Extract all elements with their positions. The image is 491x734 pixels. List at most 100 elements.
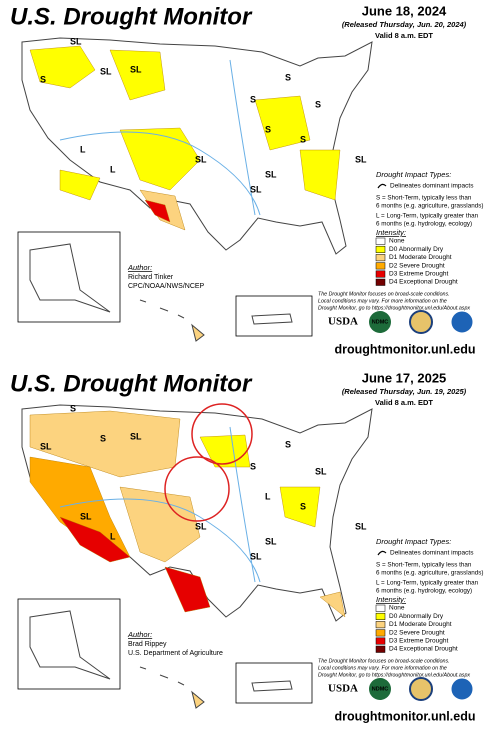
alaska — [29, 610, 111, 680]
impact-label: L — [265, 491, 271, 501]
impact-label: SL — [355, 521, 367, 531]
drought-area — [59, 516, 131, 563]
impact-label: S — [315, 99, 321, 109]
impact-s: 6 months (e.g. agriculture, grasslands) — [376, 570, 483, 577]
puerto-rico — [251, 680, 293, 692]
impact-label: S — [285, 72, 291, 82]
legend-label: D2 Severe Drought — [389, 262, 445, 269]
impact-label: SL — [315, 466, 327, 476]
title: U.S. Drought Monitor — [10, 3, 253, 30]
impact-label: SL — [130, 431, 142, 441]
drought-area — [29, 45, 96, 89]
hawaii — [139, 299, 205, 342]
drought-area — [109, 49, 166, 101]
impact-label: SL — [265, 536, 277, 546]
logo-ndmc: NDMC — [372, 319, 389, 325]
impact-l: 6 months (e.g. hydrology, ecology) — [376, 221, 472, 228]
panel: U.S. Drought Monitor June 18, 2024 (Releas… — [10, 3, 483, 356]
logo-usda: USDA — [328, 316, 358, 328]
impact-label: S — [40, 74, 46, 84]
author: Brad Rippey — [128, 641, 167, 648]
puerto-rico — [251, 313, 293, 325]
legend-swatch — [375, 237, 386, 245]
impact-label: S — [300, 501, 306, 511]
impact-line: Delineates dominant impacts — [390, 550, 474, 557]
annotation-circle — [191, 403, 253, 465]
logo-doc — [409, 310, 433, 334]
logo-ndmc-circle — [369, 678, 391, 700]
drought-area — [119, 127, 201, 191]
impact-s: 6 months (e.g. agriculture, grasslands) — [376, 203, 483, 210]
impact-label: SL — [80, 511, 92, 521]
legend-swatch — [375, 604, 386, 612]
drought-area — [279, 486, 321, 528]
impact-label: S — [100, 433, 106, 443]
legend-swatch — [375, 270, 386, 278]
impact-l: 6 months (e.g. hydrology, ecology) — [376, 588, 472, 595]
impact-label: SL — [355, 154, 367, 164]
legend-label: D1 Moderate Drought — [389, 621, 452, 628]
intensity-heading: Intensity: — [376, 595, 406, 604]
disclaimer: Local conditions may vary. For more info… — [318, 665, 447, 671]
impact-label: S — [285, 439, 291, 449]
legend-label: D1 Moderate Drought — [389, 254, 452, 261]
hawaii — [139, 666, 205, 709]
impact-label: S — [265, 124, 271, 134]
drought-area — [59, 169, 101, 201]
intensity-heading: Intensity: — [376, 228, 406, 237]
us-map — [21, 37, 373, 255]
legend-swatch — [375, 262, 386, 270]
legend-label: None — [389, 238, 405, 245]
legend-label: D0 Abnormally Dry — [389, 246, 444, 253]
impact-label: SL — [70, 36, 82, 46]
impact-s: S = Short-Term, typically less than — [376, 195, 472, 202]
drought-area — [144, 199, 171, 223]
title: U.S. Drought Monitor — [10, 370, 253, 397]
panel: U.S. Drought Monitor June 17, 2025 (Releas… — [10, 370, 483, 723]
drought-area — [254, 95, 311, 151]
impact-label: SL — [250, 551, 262, 561]
url: droughtmonitor.unl.edu — [335, 709, 476, 723]
legend-label: D4 Exceptional Drought — [389, 646, 458, 653]
impact-label: SL — [250, 184, 262, 194]
legend-swatch — [375, 637, 386, 645]
impact-label: L — [110, 531, 116, 541]
legend-swatch — [375, 645, 386, 653]
impact-label: L — [110, 164, 116, 174]
impact-label: SL — [195, 521, 207, 531]
impact-label: SL — [40, 441, 52, 451]
drought-area — [29, 410, 181, 478]
url: droughtmonitor.unl.edu — [335, 342, 476, 356]
disclaimer: Drought Monitor, go to https://droughtmo… — [318, 672, 470, 678]
legend-swatch — [375, 254, 386, 262]
impact-heading: Drought Impact Types: — [376, 170, 451, 179]
impact-label: SL — [100, 66, 112, 76]
legend-swatch — [375, 245, 386, 253]
drought-area — [319, 591, 346, 618]
legend-label: D4 Exceptional Drought — [389, 279, 458, 286]
river — [59, 59, 261, 216]
impact-line-symbol — [377, 550, 387, 556]
author-org: CPC/NOAA/NWS/NCEP — [128, 283, 205, 290]
author-heading: Author: — [127, 263, 152, 272]
logo-doc — [409, 677, 433, 701]
legend-label: None — [389, 605, 405, 612]
logo-noaa — [450, 677, 474, 701]
valid: Valid 8 a.m. EDT — [375, 31, 433, 40]
impact-label: S — [250, 94, 256, 104]
impact-label: SL — [195, 154, 207, 164]
legend-swatch — [375, 612, 386, 620]
legend-swatch — [375, 278, 386, 286]
impact-heading: Drought Impact Types: — [376, 537, 451, 546]
legend-label: D0 Abnormally Dry — [389, 613, 444, 620]
impact-label: SL — [130, 64, 142, 74]
impact-l: L = Long-Term, typically greater than — [376, 580, 479, 587]
legend-label: D3 Extreme Drought — [389, 638, 448, 645]
valid: Valid 8 a.m. EDT — [375, 398, 433, 407]
disclaimer: The Drought Monitor focuses on broad-sca… — [318, 658, 450, 664]
logo-usda: USDA — [328, 683, 358, 695]
impact-label: S — [250, 461, 256, 471]
date: June 18, 2024 — [362, 3, 447, 18]
drought-area — [164, 566, 211, 613]
